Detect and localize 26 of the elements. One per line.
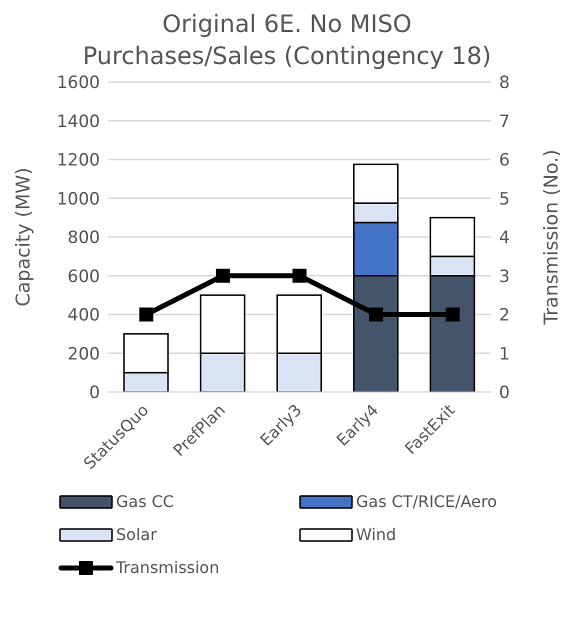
y2-tick-label: 4 (499, 228, 510, 248)
y2-tick-label: 8 (499, 73, 510, 94)
y-tick-label: 1400 (56, 112, 100, 132)
y2-tick-label: 2 (499, 306, 510, 326)
y2-tick-label: 3 (499, 266, 510, 287)
chart-title: Original 6E. No MISO Purchases/Sales (Contingency 18) (82, 9, 492, 72)
legend-label: Gas CC (116, 492, 174, 511)
y2-tick-label: 0 (499, 383, 510, 404)
y2-tick-label: 6 (499, 150, 510, 171)
legend-label: Wind (356, 525, 396, 544)
legend-label: Transmission (116, 558, 220, 577)
legend-label: Gas CT/RICE/Aero (356, 492, 497, 511)
y-tick-label: 600 (68, 266, 100, 287)
y-tick-label: 0 (89, 383, 100, 404)
y2-tick-label: 7 (499, 112, 510, 132)
y-tick-label: 1200 (56, 150, 100, 171)
y-axis-title: Capacity (MW) (12, 167, 35, 307)
legend-label: Solar (116, 525, 157, 544)
y-tick-label: 200 (68, 344, 100, 364)
y-tick-label: 400 (68, 306, 100, 326)
y-tick-label: 1000 (56, 189, 100, 210)
y-tick-label: 800 (68, 228, 100, 248)
y2-tick-label: 1 (499, 344, 510, 364)
y-tick-label: 1600 (56, 73, 100, 94)
y2-axis-title: Transmission (No.) (540, 149, 563, 326)
y2-tick-label: 5 (499, 189, 510, 210)
